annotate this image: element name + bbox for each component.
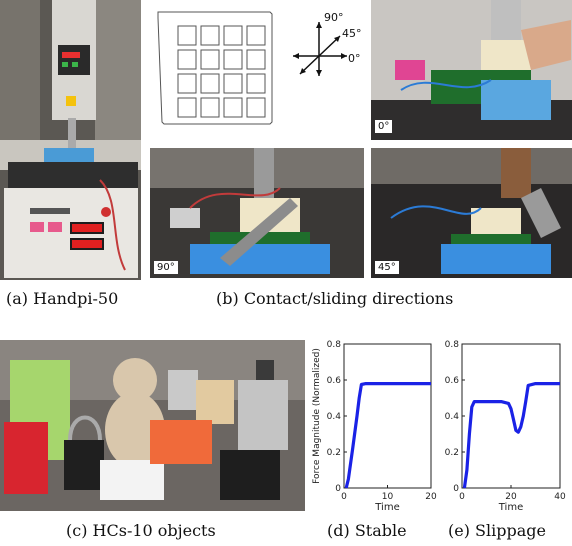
photo-direction-45: 45° — [371, 148, 572, 278]
direction-0-illustration — [371, 0, 572, 140]
sensor-cell — [246, 49, 266, 70]
sensor-cell — [223, 49, 243, 70]
photo-direction-90: 90° — [150, 148, 364, 278]
y-tick-label: 0.4 — [327, 412, 342, 422]
handpi-50-illustration — [0, 0, 141, 280]
x-axis-label: Time — [498, 502, 523, 513]
chart-slippage: 0 0.2 0.4 0.6 0.8 0 20 40 Time — [445, 340, 566, 513]
sensor-cell — [177, 49, 197, 70]
x-axis-label: Time — [374, 502, 399, 513]
direction-diagram: 90° 45° 0° — [150, 0, 367, 140]
y-tick-label: 0.8 — [327, 340, 342, 350]
chart-slippage-panel: 0 0.2 0.4 0.6 0.8 0 20 40 Time — [442, 334, 572, 514]
photo-direction-0: 0° — [371, 0, 572, 140]
y-tick-label: 0 — [453, 484, 459, 494]
angle-label-45: 45° — [342, 27, 362, 40]
y-tick-label: 0.8 — [445, 340, 460, 350]
sensor-cell — [177, 97, 197, 118]
hcs-10-objects-illustration — [0, 340, 305, 511]
series-line — [462, 381, 560, 489]
plot-frame — [461, 343, 561, 489]
sensor-cell — [200, 73, 220, 94]
sensor-cell — [246, 73, 266, 94]
sensor-cell — [223, 97, 243, 118]
photo-handpi-50 — [0, 0, 141, 280]
photo-tag-0: 0° — [375, 120, 393, 133]
chart-stable: 0 0.2 0.4 0.6 0.8 0 10 20 Time Force Magnitude (N… — [312, 340, 437, 513]
caption-d: (d) Stable — [327, 521, 407, 540]
x-tick-label: 20 — [505, 492, 517, 502]
photo-hcs-10-objects — [0, 340, 305, 511]
sensor-cell — [246, 25, 266, 46]
axis-45-line — [299, 35, 341, 75]
angle-label-90: 90° — [324, 11, 344, 24]
photo-tag-90: 90° — [154, 261, 178, 274]
direction-diagram-panel: 90° 45° 0° — [150, 0, 367, 140]
x-tick-label: 40 — [554, 492, 566, 502]
direction-90-illustration — [150, 148, 364, 278]
series-line — [344, 381, 431, 489]
caption-e: (e) Slippage — [448, 521, 546, 540]
y-tick-label: 0.4 — [445, 412, 460, 422]
direction-45-illustration — [371, 148, 572, 278]
plot-frame — [343, 343, 432, 489]
y-tick-label: 0.2 — [327, 448, 341, 458]
photo-tag-45: 45° — [375, 261, 399, 274]
sensor-cell — [177, 25, 197, 46]
y-tick-label: 0.6 — [445, 376, 460, 386]
sensor-cell — [223, 73, 243, 94]
y-tick-label: 0.6 — [327, 376, 342, 386]
sensor-cell — [200, 49, 220, 70]
x-tick-label: 0 — [341, 492, 347, 502]
sensor-cell — [246, 97, 266, 118]
y-tick-label: 0 — [335, 484, 341, 494]
caption-c: (c) HCs-10 objects — [66, 521, 216, 540]
chart-stable-panel: 0 0.2 0.4 0.6 0.8 0 10 20 Time Force Magnitude (N… — [308, 334, 442, 514]
sensor-cell — [200, 25, 220, 46]
sensor-cell — [223, 25, 243, 46]
x-tick-label: 0 — [459, 492, 465, 502]
angle-label-0: 0° — [348, 52, 361, 65]
y-tick-label: 0.2 — [445, 448, 459, 458]
x-tick-label: 10 — [382, 492, 394, 502]
sensor-cell — [177, 73, 197, 94]
sensor-grid — [177, 25, 266, 118]
x-tick-label: 20 — [425, 492, 437, 502]
caption-a: (a) Handpi-50 — [6, 289, 119, 308]
sensor-cell — [200, 97, 220, 118]
caption-b: (b) Contact/sliding directions — [216, 289, 454, 308]
y-axis-label: Force Magnitude (Normalized) — [312, 348, 322, 484]
